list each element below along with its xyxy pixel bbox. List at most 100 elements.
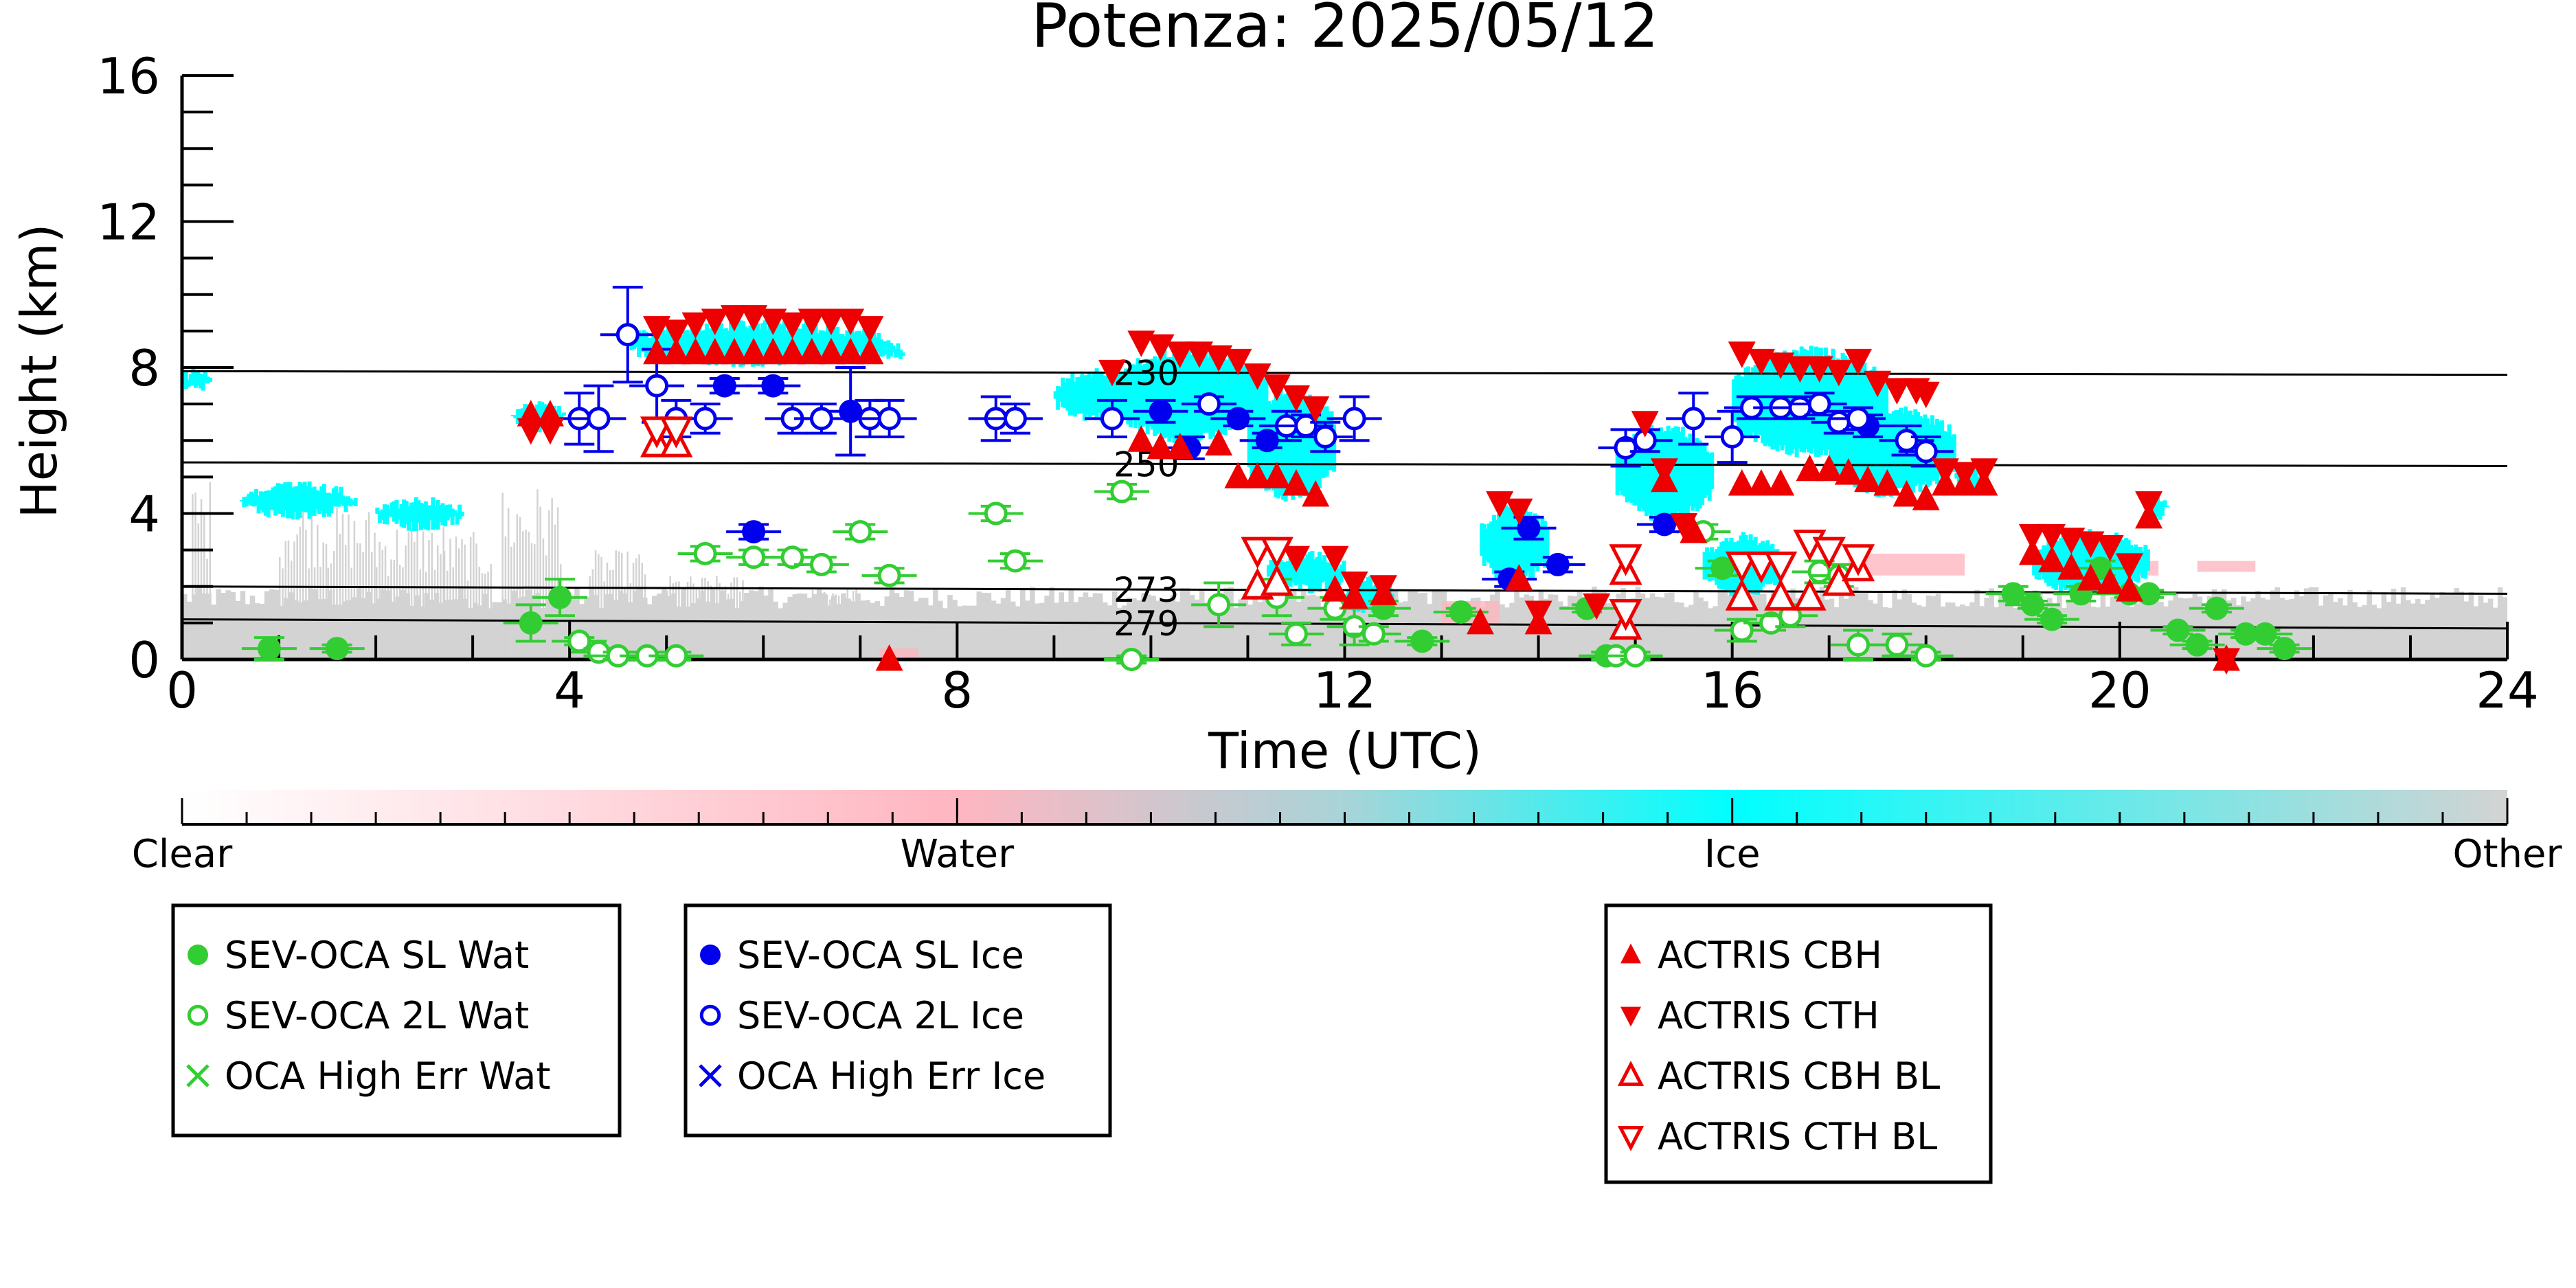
marker-triangle: [1796, 454, 1824, 482]
other-column: [1974, 589, 1980, 659]
other-column: [1165, 598, 1171, 659]
other-column: [1848, 594, 1854, 659]
ice-column: [1322, 555, 1327, 581]
ice-column: [2061, 536, 2066, 588]
ice-column: [1879, 376, 1884, 424]
ice-column: [1489, 521, 1494, 568]
data-point: [740, 305, 768, 332]
point-marker: [1764, 551, 1798, 584]
ice-column: [1307, 552, 1312, 594]
marker-triangle: [1205, 429, 1233, 456]
point-marker: [1260, 536, 1293, 569]
ice-column: [1228, 354, 1232, 430]
point-marker: [1285, 622, 1308, 646]
other-spike: [710, 585, 712, 659]
marker-circle: [1149, 399, 1173, 423]
other-column: [1209, 607, 1214, 659]
point-marker: [587, 407, 611, 431]
point-marker: [1100, 407, 1124, 431]
ice-column: [1327, 563, 1332, 588]
other-column: [2032, 590, 2038, 659]
ice-column: [1942, 431, 1947, 480]
marker-circle: [712, 374, 736, 398]
ice-column: [1317, 552, 1322, 592]
isotherm-line: [181, 370, 2508, 376]
other-column: [1969, 602, 1975, 659]
marker-circle: [1652, 512, 1676, 536]
ice-column: [835, 326, 840, 363]
point-marker: [740, 305, 768, 332]
ice-column: [801, 324, 806, 364]
y-tick-label: 4: [128, 486, 160, 543]
ice-column: [457, 504, 462, 519]
data-point: [2018, 523, 2046, 551]
other-column: [225, 590, 231, 659]
data-point: [1831, 629, 1886, 661]
ice-column: [1102, 375, 1107, 421]
legend-marker: [186, 1064, 210, 1087]
other-column: [1756, 594, 1762, 659]
other-column: [2376, 608, 2382, 659]
other-spike: [473, 532, 475, 659]
ice-column: [1835, 431, 1840, 471]
other-column: [240, 591, 246, 659]
x-tick-label: 8: [941, 662, 973, 719]
ice-column: [249, 491, 253, 506]
marker-circle: [1895, 429, 1919, 453]
other-spike: [481, 573, 484, 659]
other-column: [666, 596, 672, 659]
other-column: [903, 590, 909, 659]
point-marker: [759, 308, 787, 335]
ice-column: [1690, 440, 1695, 511]
ice-column: [1242, 365, 1247, 427]
other-column: [2061, 608, 2067, 659]
ice-column: [1075, 376, 1080, 414]
point-marker: [1970, 458, 1998, 485]
ice-column: [683, 330, 688, 362]
other-column: [2454, 588, 2459, 659]
other-column: [841, 594, 846, 659]
ice-column: [823, 332, 828, 357]
ice-column: [762, 320, 767, 365]
ice-column: [1853, 361, 1857, 439]
ice-column: [666, 328, 670, 359]
ice-column: [208, 377, 213, 383]
ice-column: [1891, 411, 1896, 491]
other-column: [797, 593, 803, 659]
ice-column: [1620, 444, 1625, 495]
other-column: [1955, 606, 1961, 659]
ice-column: [1186, 346, 1191, 438]
ice-column: [375, 507, 380, 514]
ice-column: [1857, 422, 1862, 488]
other-spike: [548, 510, 550, 659]
other-spike: [635, 558, 637, 659]
ice-column: [1649, 425, 1654, 521]
other-column: [2410, 603, 2416, 659]
point-marker: [740, 337, 768, 365]
ice-column: [644, 332, 648, 357]
marker-triangle: [1302, 479, 1330, 507]
other-column: [1649, 593, 1656, 659]
marker-circle: [188, 945, 208, 965]
ice-column: [852, 332, 857, 357]
other-column: [2362, 605, 2367, 659]
other-spike: [484, 574, 486, 659]
ice-column: [1882, 408, 1886, 497]
ice-column: [1339, 564, 1344, 583]
ice-column: [275, 483, 280, 514]
ice-column: [874, 342, 879, 355]
point-marker: [1914, 440, 1938, 464]
ice-column: [341, 495, 346, 506]
other-column: [681, 587, 686, 659]
data-point: [2038, 545, 2066, 573]
point-marker: [1224, 348, 1252, 376]
data-point: [759, 308, 787, 335]
other-spike: [624, 587, 626, 659]
point-marker: [2096, 534, 2124, 562]
point-marker: [1609, 544, 1642, 576]
data-point: [503, 603, 558, 643]
other-column: [1102, 602, 1108, 659]
data-point: [2024, 607, 2080, 631]
other-spike: [359, 543, 361, 659]
ice-column: [1862, 362, 1867, 434]
